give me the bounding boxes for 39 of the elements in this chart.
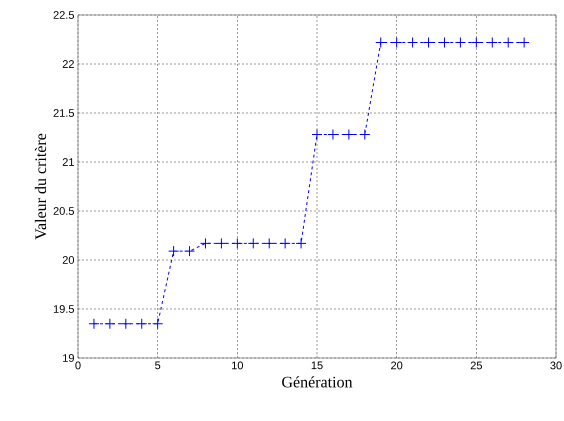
point xyxy=(343,129,354,140)
x-tick-label: 0 xyxy=(75,362,81,370)
x-tick-label: 25 xyxy=(470,362,482,370)
point xyxy=(104,318,116,330)
point xyxy=(407,36,418,48)
x-tick-label: 5 xyxy=(155,362,160,370)
y-axis-title: Valeur du critère xyxy=(34,134,46,240)
point xyxy=(454,36,466,48)
point xyxy=(502,36,514,48)
point xyxy=(184,246,196,257)
y-tick-label: 22.5 xyxy=(54,11,74,19)
x-axis-title: Génération xyxy=(282,376,352,388)
point xyxy=(359,129,370,140)
y-tick-label: 21.5 xyxy=(54,109,74,117)
x-tick-label: 15 xyxy=(312,362,323,370)
point xyxy=(88,318,100,330)
y-tick-label: 19 xyxy=(63,354,74,362)
y-tick-label: 22 xyxy=(62,60,74,68)
point xyxy=(518,36,530,48)
x-tick-label: 20 xyxy=(391,362,402,370)
point xyxy=(280,238,291,249)
point xyxy=(248,238,259,249)
point xyxy=(216,238,227,249)
x-tick-label: 10 xyxy=(232,362,244,370)
point xyxy=(232,238,243,249)
point xyxy=(120,318,132,330)
point xyxy=(296,238,307,249)
y-tick-label: 19.5 xyxy=(54,305,74,313)
point xyxy=(152,318,164,330)
y-tick-label: 20.5 xyxy=(54,207,74,215)
point xyxy=(200,238,211,249)
y-tick-label: 20 xyxy=(62,256,74,264)
point xyxy=(264,238,275,249)
point xyxy=(136,318,148,330)
y-tick-label: 21 xyxy=(62,158,74,166)
point xyxy=(470,36,482,48)
x-tick-label: 30 xyxy=(550,362,562,370)
point xyxy=(168,246,180,257)
point xyxy=(312,129,323,140)
